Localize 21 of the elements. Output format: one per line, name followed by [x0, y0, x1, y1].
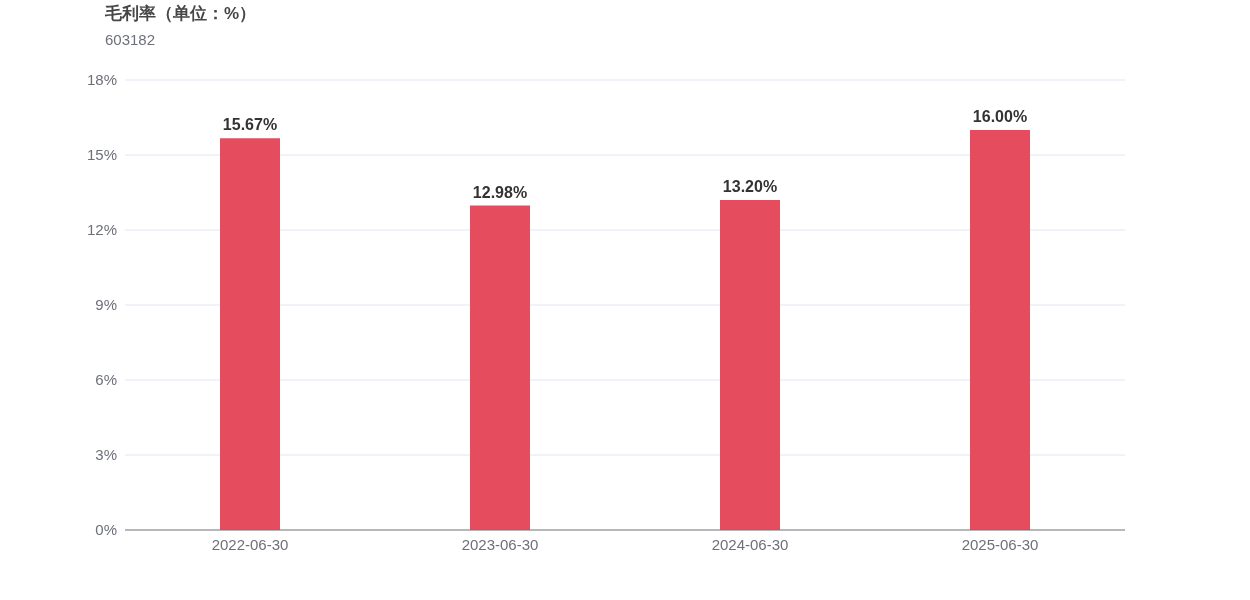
bar [470, 205, 530, 530]
data-label: 13.20% [722, 178, 778, 195]
data-label: 16.00% [972, 108, 1028, 125]
data-label: 12.98% [472, 183, 528, 201]
y-tick-label: 0% [95, 521, 117, 538]
y-tick-label: 3% [95, 446, 117, 463]
y-tick-label: 6% [95, 371, 117, 388]
bar [220, 138, 280, 530]
bar [970, 130, 1030, 530]
y-tick-label: 9% [95, 296, 117, 313]
chart-subtitle: 603182 [105, 31, 156, 48]
y-tick-label: 12% [86, 221, 117, 238]
x-tick-label: 2023-06-30 [461, 536, 539, 553]
x-tick-label: 2025-06-30 [961, 536, 1039, 553]
x-tick-label: 2024-06-30 [711, 536, 789, 553]
data-label: 15.67% [222, 116, 278, 134]
y-tick-label: 18% [86, 71, 117, 88]
chart-title: 毛利率（单位：%） [104, 4, 257, 23]
bar [720, 200, 780, 530]
y-tick-label: 15% [86, 146, 117, 163]
x-tick-label: 2022-06-30 [211, 536, 289, 553]
